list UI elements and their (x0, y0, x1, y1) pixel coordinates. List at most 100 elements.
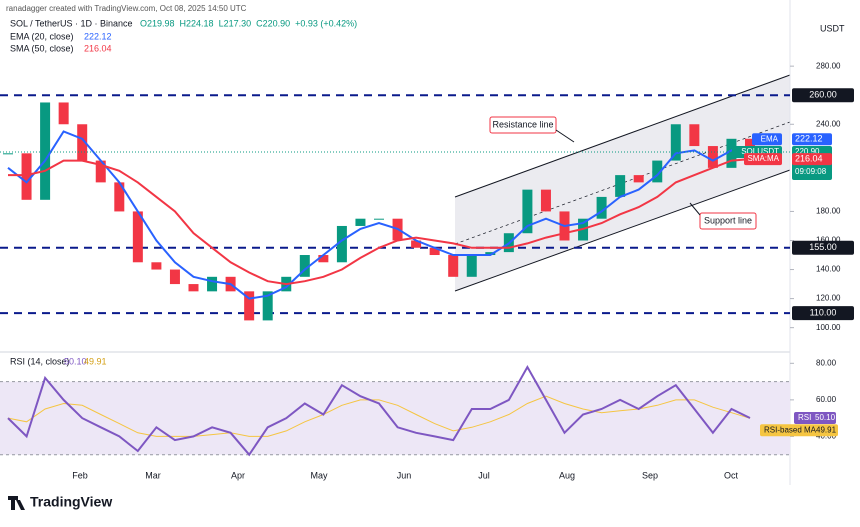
ema-value: 222.12 (84, 31, 112, 41)
candle (207, 276, 218, 292)
candle (114, 182, 125, 212)
ema-title: EMA (20, close) (10, 31, 74, 41)
ohlc-item: L217.30 (219, 18, 252, 28)
rsi-tick-label: 60.00 (816, 395, 837, 404)
symbol: SOL / TetherUS · 1D · Binance (10, 18, 133, 28)
creator: ranadagger created with TradingView.com,… (6, 4, 247, 13)
month-label: Jun (397, 470, 412, 480)
rsi-value: 50.10 (64, 356, 87, 366)
sma-title: SMA (50, close) (10, 43, 74, 53)
level-label: 260.00 (809, 90, 837, 100)
rsi-ma-tag-value: 49.91 (816, 425, 837, 434)
support-box (699, 212, 757, 230)
rsi-band (0, 381, 790, 455)
price-tick-label: 280.00 (816, 61, 841, 70)
sma-tag-bg (744, 153, 782, 166)
price-tick-label: 160.00 (816, 236, 841, 245)
candle (485, 252, 496, 256)
candle (299, 255, 310, 277)
candle (58, 102, 69, 125)
candle (726, 138, 737, 168)
month-label: Oct (724, 470, 739, 480)
rsi-ma-value: 49.91 (84, 356, 107, 366)
level-label: 155.00 (809, 242, 837, 252)
rsi-tick-label: 80.00 (816, 358, 837, 367)
rsi-tag-name: RSI (798, 413, 811, 422)
candle (3, 153, 13, 155)
month-label: May (310, 470, 328, 480)
rsi-line (7, 364, 751, 457)
rsi-tag-bg (794, 411, 836, 424)
candle (466, 255, 477, 277)
logo: TradingView (30, 494, 112, 510)
candle (151, 262, 162, 270)
ema-tag-bg (752, 133, 782, 146)
logo-icon (8, 496, 25, 510)
candle (40, 102, 51, 200)
price-tick-label: 140.00 (816, 265, 841, 274)
ema-line (7, 130, 751, 300)
resistance-box (489, 116, 557, 134)
candle (652, 160, 663, 183)
last-tag-countdown: 09:09:08 (795, 167, 827, 176)
candle (262, 291, 273, 321)
candle (707, 146, 718, 168)
rsi-ma-line (7, 395, 751, 437)
last-tag-name: SOLUSDT (741, 147, 779, 156)
resistance-label: Resistance line (492, 119, 553, 129)
sma-tag-value: 216.04 (795, 153, 823, 163)
candle (429, 247, 440, 256)
support-trendline (454, 169, 791, 292)
axis-unit: USDT (820, 23, 845, 33)
price-tick-label: 100.00 (816, 323, 841, 332)
month-label: Jul (478, 470, 490, 480)
month-label: Mar (145, 470, 161, 480)
candle (355, 218, 366, 226)
candle (244, 291, 255, 321)
month-label: Feb (72, 470, 88, 480)
marks: O219.98 H224.18 L217.30 C220.90 +0.93 (+0.42… (0, 18, 854, 480)
sma-value: 216.04 (84, 43, 112, 53)
ema-tag (792, 133, 832, 146)
sma-tag-name: SMA:MA (747, 154, 779, 163)
candle (633, 175, 644, 183)
month-label: Sep (642, 470, 658, 480)
resistance-arrow (555, 129, 575, 143)
candle (540, 189, 551, 212)
sma-tag (792, 153, 832, 166)
candle (132, 211, 143, 263)
candle (411, 240, 422, 248)
rsi-tag-value: 50.10 (815, 413, 836, 422)
level-label: 110.00 (810, 308, 837, 318)
ohlc-item: H224.18 (180, 18, 214, 28)
level-tag (792, 240, 854, 255)
last-tag-value: 220.90 (795, 147, 820, 156)
candle (336, 225, 347, 263)
support-arrow (689, 202, 701, 216)
candle (77, 124, 88, 161)
candle (188, 284, 199, 292)
candle (448, 255, 459, 277)
candle (374, 218, 384, 220)
candle (318, 255, 329, 263)
level-tag (792, 88, 854, 103)
candle (615, 175, 626, 197)
candle (95, 160, 106, 183)
candle (689, 124, 700, 147)
candle (21, 153, 32, 200)
candle (745, 138, 755, 153)
ema-tag-name: EMA (761, 134, 779, 143)
price-tick-label: 240.00 (816, 119, 841, 128)
level-tag (792, 306, 854, 321)
candle (522, 189, 533, 234)
candle (596, 196, 607, 219)
candle (670, 124, 681, 161)
rsi-title: RSI (14, close) (10, 356, 70, 366)
rsi-ma-tag-bg (760, 424, 838, 437)
price-tick-label: 120.00 (816, 294, 841, 303)
ohlc-item: C220.90 (256, 18, 290, 28)
ohlc-item: +0.93 (+0.42%) (295, 18, 357, 28)
price-tick-label: 180.00 (816, 207, 841, 216)
sma-line (8, 158, 751, 286)
